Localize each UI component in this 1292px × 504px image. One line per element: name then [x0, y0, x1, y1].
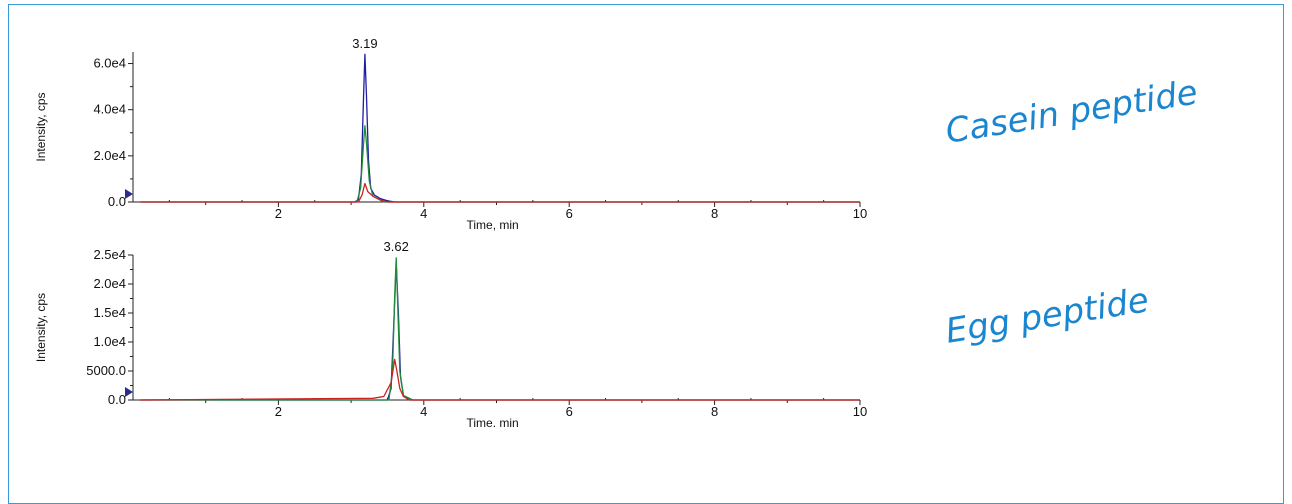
- egg-y-tick-label: 2.5e4: [93, 247, 126, 262]
- egg-baseline-marker: [125, 387, 133, 397]
- casein-y-tick-label: 2.0e4: [93, 148, 126, 163]
- egg-x-tick-label: 10: [853, 404, 867, 419]
- casein-y-tick-label: 0.0: [108, 194, 126, 209]
- casein-trace-2: [140, 182, 860, 203]
- casein-x-tick-label: 6: [566, 206, 573, 221]
- egg-y-tick-label: 0.0: [108, 392, 126, 407]
- casein-x-tick-label: 2: [275, 206, 282, 221]
- casein-baseline-marker: [125, 189, 133, 199]
- casein-trace-0: [140, 53, 860, 203]
- egg-trace-1: [140, 257, 860, 401]
- egg-x-axis-title: Time. min: [467, 416, 519, 430]
- egg-x-tick-label: 8: [711, 404, 718, 419]
- casein-y-axis-title: Intensity, cps: [34, 92, 48, 161]
- casein-y-tick-label: 6.0e4: [93, 56, 126, 71]
- casein-y-tick-label: 4.0e4: [93, 102, 126, 117]
- egg-y-tick-label: 2.0e4: [93, 276, 126, 291]
- casein-peak-label: 3.19: [352, 36, 377, 51]
- egg-trace-0: [140, 263, 860, 401]
- egg-peak-label: 3.62: [384, 239, 409, 254]
- egg-trace-2: [140, 358, 860, 401]
- egg-x-tick-label: 4: [420, 404, 427, 419]
- chromatogram-plots: 2 4 6 8 10 0.0 2.0e4 4.0e4 6.0e4 Time, min Intensi…: [34, 36, 867, 430]
- egg-y-axis-title: Intensity, cps: [34, 293, 48, 362]
- egg-y-tick-label: 1.0e4: [93, 334, 126, 349]
- egg-y-tick-label: 5000.0: [86, 363, 126, 378]
- casein-trace-1: [140, 125, 860, 203]
- egg-x-tick-label: 6: [566, 404, 573, 419]
- casein-x-tick-label: 10: [853, 206, 867, 221]
- casein-x-axis-title: Time, min: [467, 218, 519, 232]
- casein-x-tick-label: 4: [420, 206, 427, 221]
- egg-x-tick-label: 2: [275, 404, 282, 419]
- casein-x-tick-label: 8: [711, 206, 718, 221]
- egg-y-tick-label: 1.5e4: [93, 305, 126, 320]
